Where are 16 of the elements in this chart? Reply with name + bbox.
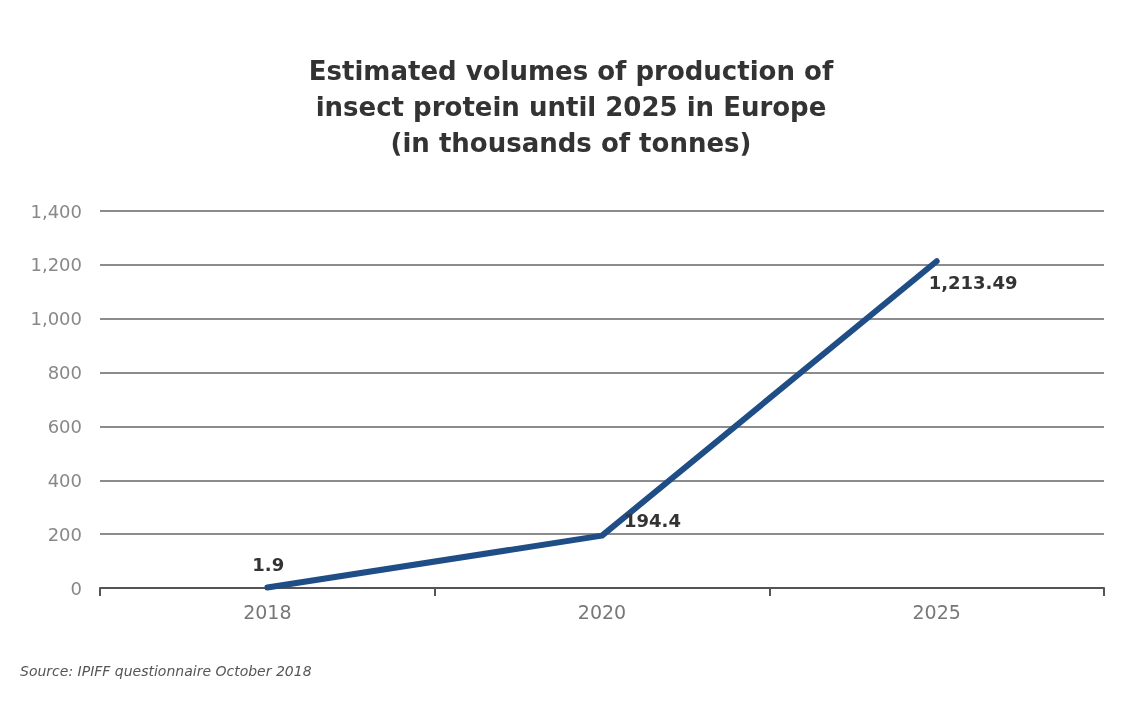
x-tick-label: 2020 <box>577 600 627 623</box>
source-note: Source: IPIFF questionnaire October 2018 <box>20 663 312 679</box>
data-label: 194.4 <box>624 510 681 532</box>
y-tick-label: 800 <box>47 362 82 384</box>
x-tick-label: 2025 <box>912 600 961 623</box>
data-label: 1,213.49 <box>928 271 1018 293</box>
y-tick-label: 1,400 <box>30 200 82 222</box>
x-tick-label: 2018 <box>243 600 292 623</box>
y-tick-label: 1,000 <box>30 308 82 330</box>
chart-title: Estimated volumes of production of insect protein until 2025 in Europe (in thousands of tonnes) <box>308 56 834 158</box>
y-tick-label: 400 <box>47 469 82 491</box>
y-tick-label: 200 <box>47 523 82 545</box>
data-label: 1.9 <box>252 553 285 575</box>
y-tick-label: 0 <box>70 577 82 599</box>
y-tick-label: 600 <box>47 415 82 437</box>
y-tick-label: 1,200 <box>30 254 82 276</box>
